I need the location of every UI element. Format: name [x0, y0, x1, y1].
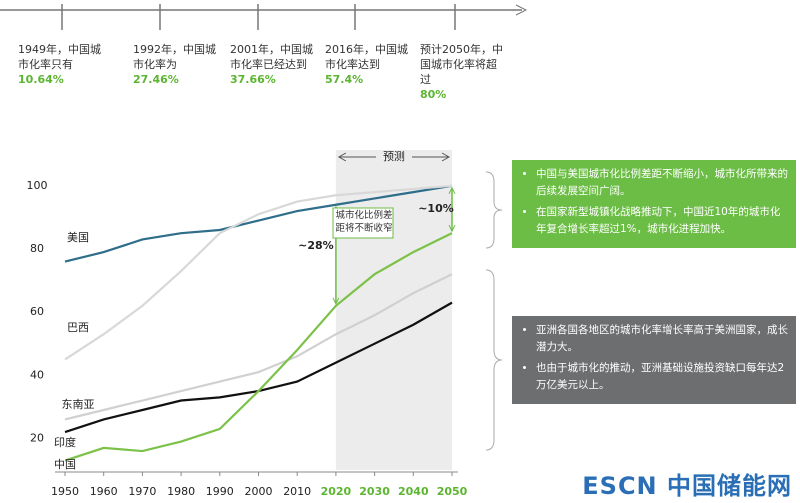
x-tick-label: 2030 — [359, 485, 390, 498]
x-tick-label: 1950 — [51, 485, 79, 498]
timeline-item: 2016年，中国城市化率达到 57.4% — [325, 42, 411, 87]
timeline-arrow — [515, 4, 528, 16]
note-text: 在国家新型城镇化战略推动下，中国近10年的城市化年复合增长率超过1%，城市化进程… — [536, 204, 790, 238]
series-line — [64, 184, 453, 263]
note-text: 亚洲各国各地区的城市化率增长率高于美洲国家，成长潜力大。 — [536, 322, 790, 356]
x-tick-label: 2050 — [437, 485, 468, 498]
forecast-label: 预测 — [383, 150, 405, 163]
series-line — [64, 273, 453, 421]
x-tick-label: 1970 — [128, 485, 156, 498]
brace — [485, 269, 503, 451]
series-label: 美国 — [67, 231, 89, 244]
x-tick-label: 1960 — [90, 485, 118, 498]
timeline-item: 1949年，中国城市化率只有 10.64% — [18, 42, 104, 87]
y-tick-label: 100 — [27, 179, 48, 192]
callout-text: 城市化比例差距将不断收窄 — [335, 210, 393, 234]
timeline-ticks — [61, 4, 456, 30]
watermark: ESCN 中国储能网 — [582, 472, 792, 500]
timeline-value: 27.46% — [133, 73, 179, 86]
timeline-value: 57.4% — [325, 73, 364, 86]
timeline-value: 80% — [420, 88, 447, 101]
series-line — [64, 184, 453, 361]
x-tick-label: 1990 — [206, 485, 234, 498]
x-tick-label: 2020 — [321, 485, 352, 498]
timeline-item: 1992年，中国城市化率为 27.46% — [133, 42, 219, 87]
series-label: 巴西 — [67, 321, 89, 334]
arrow-head — [448, 186, 456, 233]
gap-label: ~28% — [298, 239, 334, 252]
callout-box — [332, 207, 394, 239]
timeline-item: 2001年，中国城市化率已经达到 37.66% — [230, 42, 316, 87]
x-tick-label: 2010 — [283, 485, 311, 498]
x-tick-label: 2040 — [398, 485, 429, 498]
note-text: 中国与美国城市化比例差距不断缩小，城市化所带来的后续发展空间广阔。 — [536, 166, 790, 200]
y-tick-label: 60 — [30, 305, 44, 318]
series-label: 东南亚 — [62, 398, 95, 411]
timeline-value: 37.66% — [230, 73, 276, 86]
timeline-text: 2016年，中国城市化率达到 — [325, 43, 408, 71]
callout: 城市化比例差距将不断收窄 — [335, 210, 393, 234]
y-tick-label: 40 — [30, 368, 44, 381]
x-tick-label: 1980 — [167, 485, 195, 498]
x-tick-label: 2000 — [245, 485, 273, 498]
note-text: 也由于城市化的推动，亚洲基础设施投资缺口每年达2万亿美元以上。 — [536, 360, 790, 394]
note-box: 亚洲各国各地区的城市化率增长率高于美洲国家，成长潜力大。也由于城市化的推动，亚洲… — [512, 316, 796, 404]
gap-label: ~10% — [418, 202, 454, 215]
timeline-text: 预计2050年，中国城市化率将超过 — [420, 43, 503, 86]
timeline-item: 预计2050年，中国城市化率将超过 80% — [420, 42, 506, 102]
y-tick-label: 80 — [30, 242, 44, 255]
series-label: 中国 — [54, 458, 76, 471]
arrow-head — [337, 152, 451, 162]
series-label: 印度 — [54, 435, 76, 449]
y-tick-label: 20 — [30, 431, 44, 444]
timeline-text: 2001年，中国城市化率已经达到 — [230, 43, 313, 71]
series-line — [64, 232, 453, 462]
note-box: 中国与美国城市化比例差距不断缩小，城市化所带来的后续发展空间广阔。在国家新型城镇… — [512, 160, 796, 248]
label-bg — [375, 150, 412, 164]
timeline-value: 10.64% — [18, 73, 64, 86]
forecast-band — [335, 150, 452, 470]
timeline-text: 1949年，中国城市化率只有 — [18, 43, 101, 71]
timeline-text: 1992年，中国城市化率为 — [133, 43, 216, 71]
brace — [485, 171, 503, 249]
